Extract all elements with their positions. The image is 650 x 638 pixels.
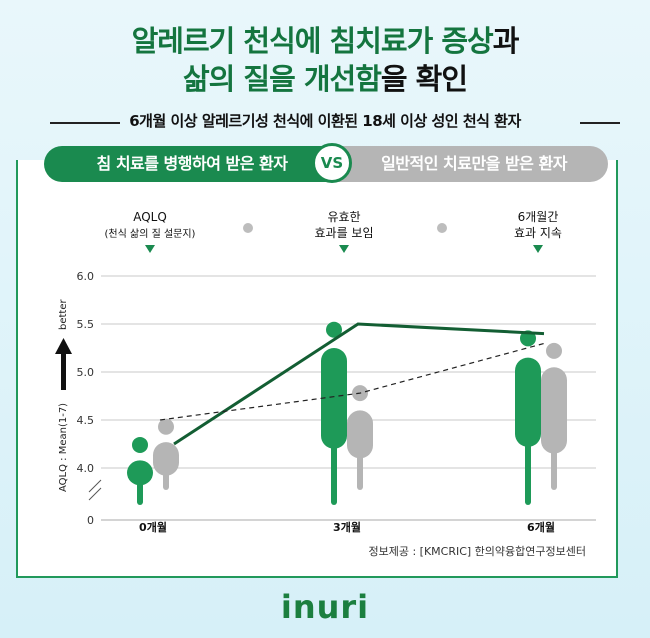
y-axis-zero: 0 <box>87 514 94 527</box>
subtitle-rule-left <box>50 122 120 124</box>
y-tick-label: 4.0 <box>77 462 95 475</box>
annotation-arrow <box>145 245 155 253</box>
headline-line1-dark: 과 <box>492 24 520 58</box>
axis-break <box>88 479 102 501</box>
marker-point <box>158 418 174 435</box>
marker-point <box>546 342 562 359</box>
comparison-left-label: 침 치료를 병행하여 받은 환자 <box>44 146 340 182</box>
annotation-line1: 유효한 <box>327 210 360 224</box>
better-label: better <box>58 299 69 330</box>
x-tick-labels: 0개월 3개월 6개월 <box>139 520 555 534</box>
x-tick-label: 3개월 <box>333 520 361 534</box>
y-axis-label: AQLQ : Mean(1-7) <box>58 403 69 492</box>
bar-stem <box>551 449 557 490</box>
bar <box>153 442 179 476</box>
headline-line2-dark: 을 확인 <box>380 62 468 96</box>
bars <box>127 321 567 505</box>
annotation-line2: (천식 삶의 질 설문지) <box>105 228 196 240</box>
bar <box>347 410 373 459</box>
subtitle: 6개월 이상 알레르기성 천식에 이환된 18세 이상 성인 천식 환자 <box>129 112 521 130</box>
headline-line1: 알레르기 천식에 침치료가 증상과 <box>0 18 650 60</box>
trend-line-standard <box>159 342 546 421</box>
marker-point <box>132 436 148 453</box>
marker-point <box>326 321 342 338</box>
annotation-line2: 효과를 보임 <box>314 226 373 240</box>
x-tick-label: 6개월 <box>527 520 555 534</box>
bar-stem <box>137 481 143 505</box>
bar <box>541 367 567 454</box>
y-tick-labels: 4.0 4.5 5.0 5.5 6.0 <box>77 270 95 475</box>
bar <box>321 348 347 449</box>
headline-line1-green: 알레르기 천식에 침치료가 증상 <box>131 24 494 58</box>
bar-stem <box>357 454 363 490</box>
gridlines <box>101 275 596 469</box>
headline-line2: 삶의 질을 개선함을 확인 <box>0 56 650 98</box>
better-arrow <box>55 338 72 390</box>
bar-stem <box>163 471 169 490</box>
trend-lines <box>159 322 546 446</box>
subtitle-rule-right <box>580 122 620 124</box>
annotation-line1: 6개월간 <box>518 210 559 224</box>
annotation-arrow <box>339 245 349 253</box>
comparison-right-label: 일반적인 치료만을 받은 환자 <box>326 146 608 182</box>
annotation-arrow <box>533 245 543 253</box>
annotation-line1: AQLQ <box>133 210 167 224</box>
headline-line2-green: 삶의 질을 개선함 <box>182 62 382 96</box>
y-tick-label: 6.0 <box>77 270 95 283</box>
source-text: 정보제공 : [KMCRIC] 한의약융합연구정보센터 <box>368 544 586 558</box>
separator-dot-0 <box>243 223 253 233</box>
y-tick-label: 5.0 <box>77 366 95 379</box>
bar-stem <box>525 442 531 505</box>
y-tick-label: 4.5 <box>77 414 95 427</box>
bar-stem <box>331 444 337 505</box>
y-tick-label: 5.5 <box>77 318 95 331</box>
subtitle-rule <box>0 110 650 136</box>
trend-line-acupuncture <box>173 322 545 446</box>
vs-badge: VS <box>312 143 352 183</box>
x-tick-label: 0개월 <box>139 520 167 534</box>
bar <box>127 460 153 486</box>
inuri-logo: inuri <box>280 588 370 626</box>
bar <box>515 357 541 447</box>
annotation-line2: 효과 지속 <box>514 226 562 240</box>
separator-dot-1 <box>437 223 447 233</box>
